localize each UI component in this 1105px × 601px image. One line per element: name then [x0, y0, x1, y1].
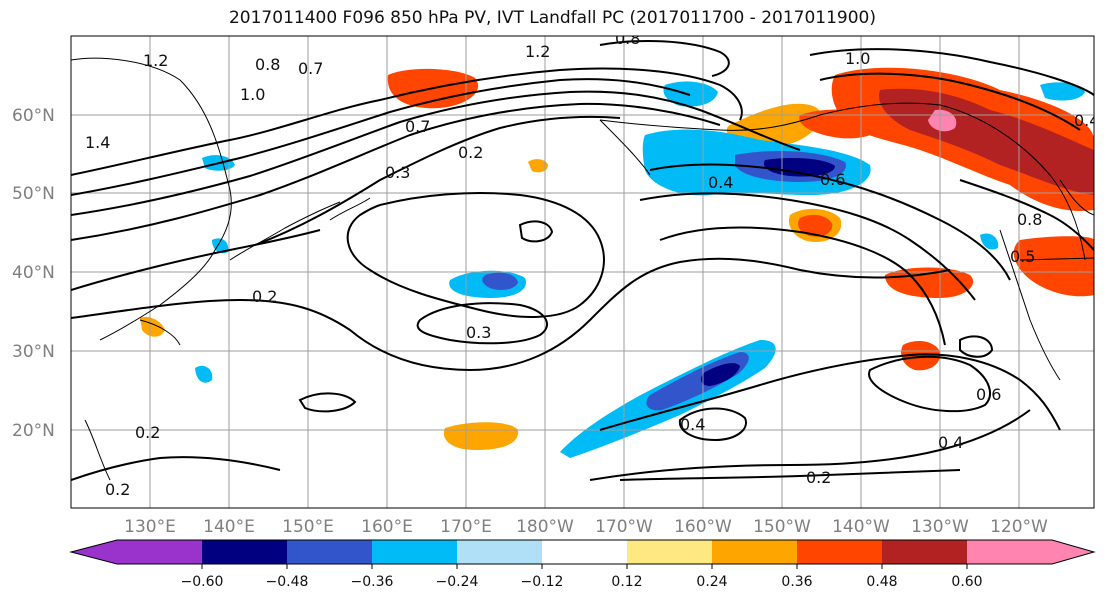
anomaly-negative-alaska-n — [663, 81, 718, 107]
lon-label: 160°E — [361, 517, 413, 537]
contour-labels: 1.2 0.8 0.7 1.0 1.4 1.2 0.8 0.7 0.2 0.3 … — [85, 29, 1099, 499]
colorbar-tick-label: −0.48 — [266, 574, 309, 590]
colorbar-bin — [967, 540, 1052, 564]
colorbar-tick-label: 0.36 — [781, 574, 812, 590]
colorbar-tick-label: 0.24 — [696, 574, 727, 590]
map-panel: 1.2 0.8 0.7 1.0 1.4 1.2 0.8 0.7 0.2 0.3 … — [71, 29, 1099, 508]
contour-label: 0.8 — [255, 55, 280, 74]
lon-label: 140°W — [832, 517, 890, 537]
anomaly-small-negative-5 — [212, 238, 229, 254]
colorbar-tick-label: −0.12 — [521, 574, 564, 590]
colorbar-tick-label: 0.60 — [951, 574, 982, 590]
contour-label: 0.7 — [405, 117, 430, 136]
lat-label: 60°N — [12, 106, 55, 126]
contour-label: 0.7 — [298, 59, 323, 78]
colorbar-bin — [457, 540, 542, 564]
colorbar-extend-low — [71, 540, 117, 564]
contour-label: 0.6 — [820, 170, 845, 189]
contour-label: 0.8 — [1017, 210, 1042, 229]
contour-label: 0.3 — [466, 323, 491, 342]
contour-label: 1.0 — [240, 85, 265, 104]
colorbar-bin — [542, 540, 627, 564]
colorbar-tick-label: 0.48 — [866, 574, 897, 590]
anomaly-negative-40n-core — [482, 272, 518, 290]
anomaly-positive-33n — [901, 340, 941, 371]
colorbar-outline — [69, 539, 1096, 565]
lat-label: 20°N — [12, 421, 55, 441]
contour-label: 0.4 — [708, 173, 733, 192]
anomaly-small-negative-1 — [195, 365, 213, 383]
lon-label: 120°W — [990, 517, 1048, 537]
lon-label: 180°W — [516, 517, 574, 537]
anomaly-negative-band-peak — [700, 363, 740, 386]
contour-label: 0.4 — [1074, 111, 1099, 130]
longitude-labels: 130°E 140°E 150°E 160°E 170°E 180°W 170°… — [124, 517, 1048, 537]
lon-label: 150°E — [282, 517, 334, 537]
contour-label: 0.5 — [1010, 247, 1035, 266]
colorbar-extend-high — [1052, 540, 1094, 564]
contour-label: 0.2 — [252, 287, 277, 306]
colorbar-tick-label: −0.60 — [181, 574, 224, 590]
lon-label: 170°E — [440, 517, 492, 537]
contour-label: 0.2 — [105, 480, 130, 499]
anomaly-small-negative-4 — [980, 233, 999, 250]
contour-label: 0.4 — [680, 415, 705, 434]
contour-label: 1.2 — [525, 42, 550, 61]
colorbar-bin — [712, 540, 797, 564]
lon-label: 170°W — [595, 517, 653, 537]
anomaly-small-negative-3 — [1040, 82, 1085, 101]
anomaly-positive-160w — [443, 422, 519, 450]
anomaly-positive-coast — [1013, 236, 1094, 297]
lon-label: 160°W — [674, 517, 732, 537]
contour-label: 0.2 — [806, 468, 831, 487]
contour-label: 1.4 — [85, 133, 110, 152]
graticule — [71, 36, 1094, 508]
lat-label: 30°N — [12, 342, 55, 362]
colorbar-bin — [882, 540, 967, 564]
contour-label: 0.4 — [938, 433, 963, 452]
lon-label: 130°E — [124, 517, 176, 537]
lat-label: 40°N — [12, 263, 55, 283]
colorbar-bin — [287, 540, 372, 564]
colorbar-tick-label: 0.12 — [611, 574, 642, 590]
lon-label: 150°W — [753, 517, 811, 537]
contour-label: 0.2 — [135, 423, 160, 442]
map-title: 2017011400 F096 850 hPa PV, IVT Landfall… — [228, 8, 876, 28]
colorbar: −0.60 −0.48 −0.36 −0.24 −0.12 0.12 0.24 … — [69, 539, 1096, 590]
colorbar-bin — [372, 540, 457, 564]
contour-label: 0.3 — [385, 163, 410, 182]
colorbar-tick-label: −0.24 — [436, 574, 479, 590]
lon-label: 130°W — [911, 517, 969, 537]
contour-label: 0.6 — [976, 385, 1001, 404]
pv-contours — [71, 40, 1094, 481]
colorbar-bin — [117, 540, 202, 564]
colorbar-bin — [797, 540, 882, 564]
contour-label: 1.0 — [845, 49, 870, 68]
colorbar-bin — [627, 540, 712, 564]
lat-label: 50°N — [12, 184, 55, 204]
lon-label: 140°E — [203, 517, 255, 537]
anomaly-positive-40n-core — [798, 214, 833, 237]
colorbar-bin — [202, 540, 287, 564]
anomaly-red-gulf — [799, 109, 881, 139]
anomaly-small-positive-1 — [528, 159, 548, 173]
latitude-labels: 60°N 50°N 40°N 30°N 20°N — [12, 106, 55, 441]
contour-label: 0.8 — [615, 29, 640, 48]
colorbar-tick-label: −0.36 — [351, 574, 394, 590]
anomaly-positive-138w — [885, 267, 974, 298]
contour-label: 1.2 — [143, 51, 168, 70]
map-frame — [70, 35, 1095, 509]
contour-label: 0.2 — [458, 143, 483, 162]
